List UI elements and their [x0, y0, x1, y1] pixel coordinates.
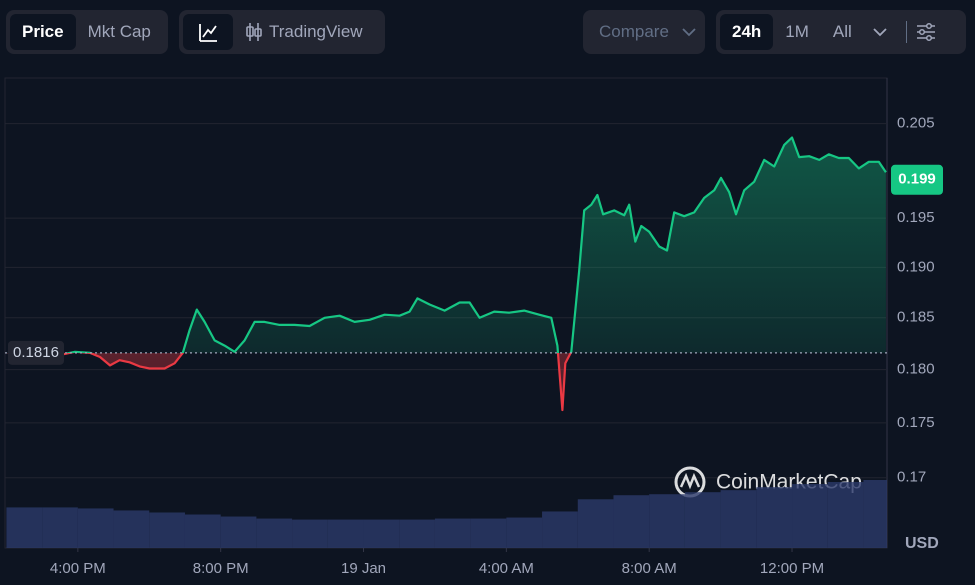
y-tick-label: 0.205 — [897, 115, 935, 132]
compare-label: Compare — [599, 22, 669, 41]
volume-bar — [613, 495, 650, 548]
price-line — [7, 136, 887, 412]
ranges: 24h 1M All — [716, 10, 966, 54]
x-tick-label: 4:00 AM — [479, 560, 534, 577]
last-price-label: 0.199 — [898, 171, 936, 188]
volume-bar — [220, 516, 257, 548]
volume-bar — [506, 517, 543, 548]
x-tick-label: 8:00 PM — [193, 560, 249, 577]
divider — [905, 21, 907, 43]
watermark-logo-mark — [679, 472, 701, 490]
y-tick-label: 0.190 — [897, 258, 935, 275]
volume-bar — [77, 508, 114, 548]
candle-icon — [246, 23, 262, 41]
chevron — [682, 28, 696, 37]
y-tick-label: 0.17 — [897, 469, 926, 486]
x-tick-label: 12:00 PM — [760, 560, 824, 577]
volume-bar — [577, 499, 614, 548]
chevron[interactable] — [864, 27, 898, 37]
volume-bar — [184, 514, 221, 548]
plot-frame — [4, 77, 888, 549]
view-tabs: Price Mkt Cap — [6, 10, 168, 54]
y-tick-label: 0.185 — [897, 309, 935, 326]
tab[interactable]: Mkt Cap — [87, 22, 151, 41]
volume-bar — [827, 482, 864, 548]
volume-bar — [792, 484, 828, 548]
volume-bar — [292, 519, 328, 548]
currency-label: USD — [905, 535, 939, 552]
watermark: CoinMarketCap — [674, 466, 862, 498]
tool-label: TradingView — [269, 22, 363, 41]
volume-bar — [327, 519, 364, 548]
settings-icon[interactable] — [915, 22, 937, 42]
volume-bar — [149, 512, 185, 548]
volume-bar — [863, 480, 887, 548]
y-tick-label: 0.180 — [897, 361, 935, 378]
line-tool[interactable] — [183, 14, 233, 50]
volume-bar — [42, 507, 78, 548]
volume-bar — [399, 519, 435, 548]
volume-bar — [684, 492, 721, 548]
price-area — [7, 137, 886, 410]
x-tick-label: 4:00 PM — [50, 560, 106, 577]
watermark-text: CoinMarketCap — [716, 471, 862, 494]
baseline-label-bg — [8, 340, 64, 365]
range[interactable]: 24h — [720, 14, 774, 50]
volume-bar — [6, 507, 43, 548]
x-tick-label: 19 Jan — [341, 560, 386, 577]
volume-bar — [542, 511, 578, 548]
y-tick-label: 0.195 — [897, 209, 935, 226]
volume-bar — [256, 518, 293, 548]
x-tick-label: 8:00 AM — [622, 560, 677, 577]
range[interactable]: 1M — [785, 22, 809, 41]
range[interactable]: All — [832, 22, 852, 41]
tab[interactable]: Price — [10, 14, 76, 50]
volume-bar — [649, 494, 685, 548]
volume-bar — [434, 518, 471, 548]
last-price-bg — [891, 164, 943, 195]
line-icon — [199, 24, 217, 42]
volume-bar — [720, 490, 757, 548]
baseline-label: 0.1816 — [13, 344, 59, 361]
volume-bar — [470, 518, 507, 548]
y-tick-label: 0.175 — [897, 414, 935, 431]
volume-bar — [363, 519, 400, 548]
volume-bar — [756, 487, 793, 548]
watermark-logo — [674, 466, 706, 498]
compare[interactable]: Compare — [583, 10, 705, 54]
tradingview-tool[interactable]: TradingView — [233, 14, 375, 50]
chart-tools: TradingView — [179, 10, 385, 54]
volume-bar — [113, 510, 150, 548]
